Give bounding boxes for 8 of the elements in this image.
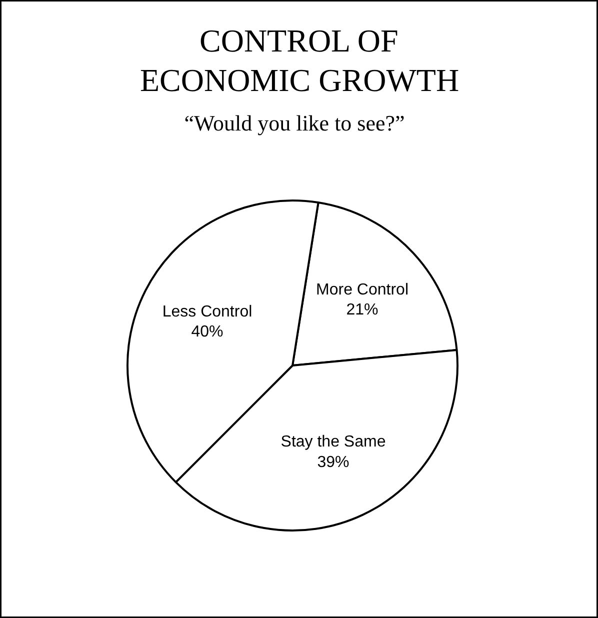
slice-label: Less Control: [162, 303, 252, 320]
data-label: 39%: [317, 454, 350, 471]
chart-title: CONTROL OF ECONOMIC GROWTH: [140, 22, 460, 98]
slice-label: Stay the Same: [280, 433, 386, 450]
data-label: 40%: [191, 324, 224, 341]
chart-subtitle: “Would you like to see?”: [184, 110, 405, 136]
data-label: 21%: [346, 302, 378, 319]
slice-label: More Control: [316, 281, 409, 298]
